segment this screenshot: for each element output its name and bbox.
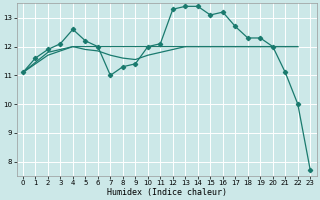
X-axis label: Humidex (Indice chaleur): Humidex (Indice chaleur) bbox=[107, 188, 227, 197]
